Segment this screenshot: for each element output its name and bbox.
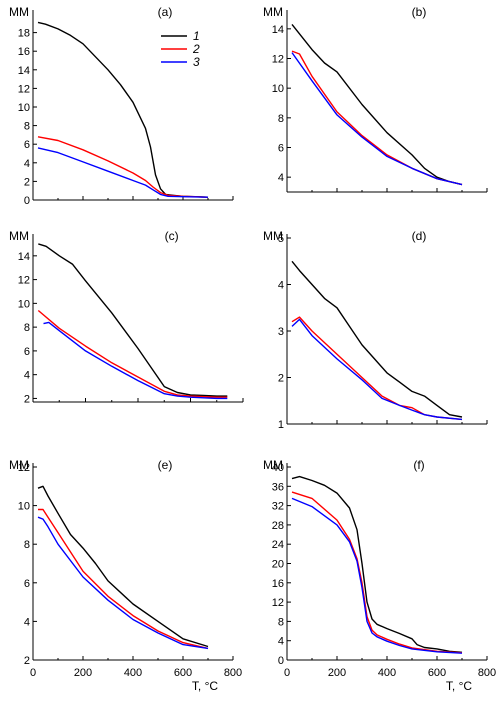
legend-label: 1 (193, 29, 200, 43)
y-axis-label: MM (9, 458, 29, 472)
panel-label: (f) (413, 458, 424, 472)
y-tick-label: 12 (272, 597, 284, 609)
x-tick-label: 200 (328, 667, 346, 679)
x-tick-label: 0 (284, 667, 290, 679)
y-tick-label: 24 (272, 539, 284, 551)
y-tick-label: 28 (272, 520, 284, 532)
chart-panel: 1 2 3 4 5MM (d) (263, 229, 488, 431)
y-tick-label: 4 (24, 616, 30, 628)
y-tick-label: 14 (18, 65, 30, 77)
y-tick-label: 4 (24, 158, 30, 170)
y-tick-label: 14 (18, 251, 30, 263)
y-tick-label: 2 (24, 176, 30, 188)
panel-label: (d) (412, 229, 427, 243)
x-tick-label: 600 (428, 667, 446, 679)
y-tick-label: 4 (278, 172, 284, 184)
y-tick-label: 12 (18, 275, 30, 287)
y-tick-label: 20 (272, 559, 284, 571)
panel-label: (e) (158, 458, 173, 472)
x-tick-label: 200 (74, 667, 92, 679)
y-tick-label: 0 (24, 195, 30, 207)
y-tick-label: 12 (272, 54, 284, 66)
y-tick-label: 1 (278, 419, 284, 431)
x-tick-label: 800 (478, 667, 496, 679)
panel-label: (a) (158, 5, 173, 19)
y-tick-label: 0 (278, 655, 284, 667)
series-line-3 (291, 318, 463, 421)
series-line-3 (37, 147, 209, 198)
x-tick-label: 800 (224, 667, 242, 679)
y-tick-label: 36 (272, 481, 284, 493)
y-tick-label: 14 (272, 24, 284, 36)
y-tick-label: 18 (18, 28, 30, 40)
y-tick-label: 2 (24, 655, 30, 667)
series-line-3 (291, 497, 463, 654)
y-tick-label: 10 (18, 298, 30, 310)
y-tick-label: 8 (24, 121, 30, 133)
y-tick-label: 5 (278, 233, 284, 245)
y-tick-label: 6 (24, 139, 30, 151)
y-tick-label: 8 (24, 322, 30, 334)
y-tick-label: 8 (278, 113, 284, 125)
series-line-3 (43, 321, 228, 400)
y-tick-label: 3 (278, 326, 284, 338)
series-line-1 (291, 475, 463, 653)
series-line-1 (291, 260, 463, 418)
y-axis-label: MM (263, 5, 283, 19)
legend-label: 2 (192, 42, 200, 56)
x-tick-label: 0 (30, 667, 36, 679)
y-tick-label: 10 (18, 102, 30, 114)
x-tick-label: 400 (124, 667, 142, 679)
series-line-1 (291, 23, 463, 186)
series-line-2 (37, 136, 209, 198)
series-line-2 (291, 316, 463, 421)
y-tick-label: 4 (24, 370, 30, 382)
series-line-2 (291, 491, 463, 654)
y-tick-label: 10 (272, 83, 284, 95)
series-line-1 (38, 243, 228, 397)
y-tick-label: 6 (24, 346, 30, 358)
y-tick-label: 16 (18, 46, 30, 58)
x-axis-label: T, °C (192, 679, 218, 693)
y-axis-label: MM (263, 229, 283, 243)
y-tick-label: 8 (24, 539, 30, 551)
x-axis-label: T, °C (446, 679, 472, 693)
y-axis-label: MM (9, 5, 29, 19)
y-tick-label: 6 (24, 578, 30, 590)
chart-panel: 2 4 6 8 10 12 0 200 400 600 800 MM (e) T, °C (9, 458, 242, 693)
series-line-2 (291, 50, 463, 186)
y-tick-label: 8 (278, 616, 284, 628)
y-tick-label: 10 (18, 501, 30, 513)
y-tick-label: 6 (278, 143, 284, 155)
series-line-3 (37, 516, 209, 650)
series-line-1 (37, 485, 209, 648)
y-tick-label: 2 (24, 393, 30, 405)
y-tick-label: 40 (272, 462, 284, 474)
x-tick-label: 600 (174, 667, 192, 679)
series-line-3 (291, 52, 463, 186)
y-tick-label: 32 (272, 501, 284, 513)
chart-panel: 2 4 6 8 10 12 14 MM (c) (9, 229, 244, 405)
y-axis-label: MM (9, 229, 29, 243)
chart-panel: 4 6 8 10 12 14 MM (b) (263, 5, 488, 193)
y-tick-label: 16 (272, 578, 284, 590)
y-tick-label: 4 (278, 280, 284, 292)
panel-label: (b) (412, 5, 427, 19)
y-tick-label: 4 (278, 636, 284, 648)
series-line-2 (38, 508, 209, 650)
y-tick-label: 2 (278, 373, 284, 385)
y-axis-label: MM (263, 458, 283, 472)
panel-label: (c) (165, 229, 179, 243)
x-tick-label: 400 (378, 667, 396, 679)
legend-label: 3 (193, 55, 200, 69)
y-tick-label: 12 (18, 462, 30, 474)
series-line-2 (37, 309, 228, 398)
y-tick-label: 12 (18, 83, 30, 95)
